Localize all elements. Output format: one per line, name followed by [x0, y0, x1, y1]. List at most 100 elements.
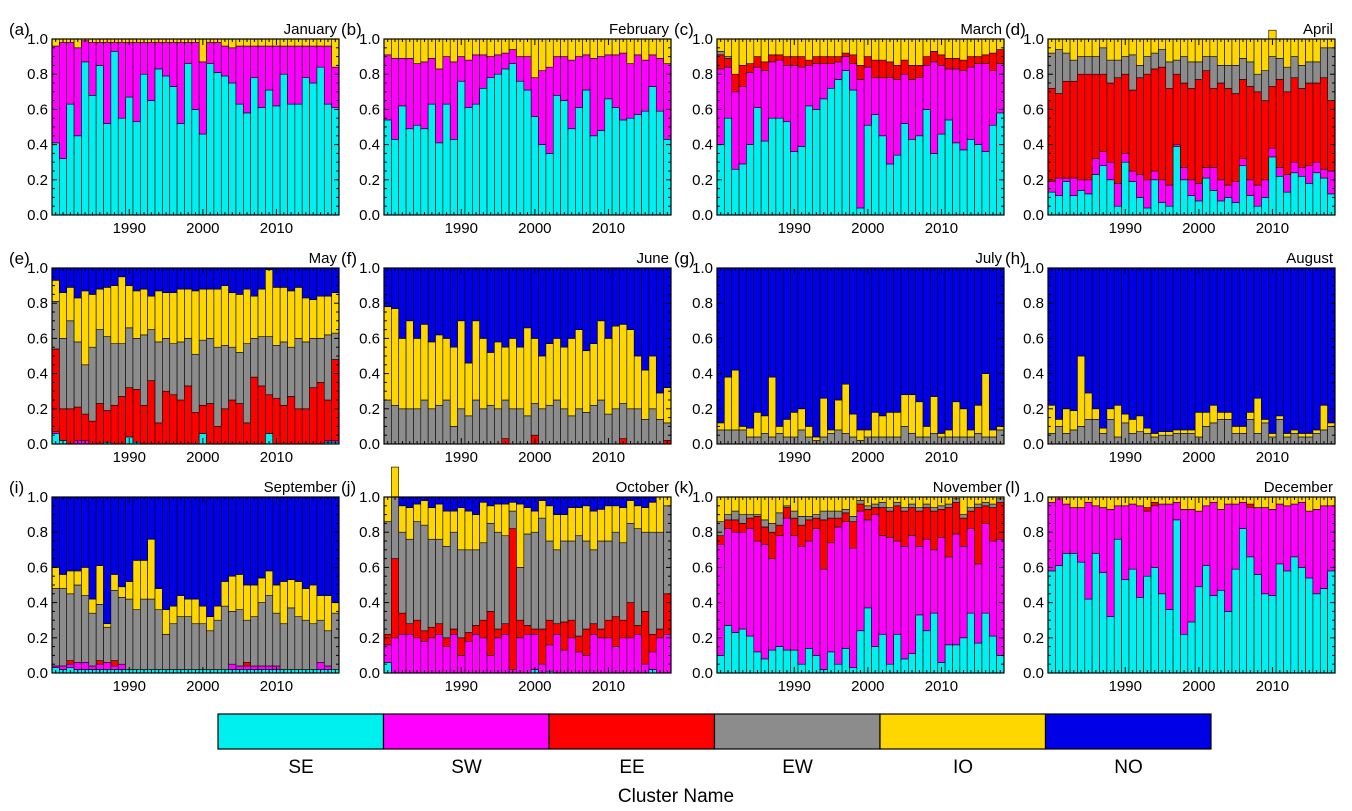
bar-ee-1996	[1165, 87, 1174, 186]
bar-io-1982	[66, 570, 75, 595]
y-tick-label: 0.8	[692, 524, 713, 541]
bar-ee-2015	[641, 611, 650, 665]
bar-sw-1994	[1150, 170, 1159, 181]
bar-sw-1997	[841, 521, 850, 649]
bar-io-2005	[235, 574, 244, 610]
bar-ew-2015	[309, 623, 318, 670]
bar-io-1986	[760, 38, 769, 63]
bar-io-2005	[900, 394, 909, 427]
bar-ew-1999	[856, 500, 865, 505]
bar-ee-2012	[619, 619, 628, 639]
bar-se-2014	[301, 77, 310, 216]
bar-ew-1982	[1062, 52, 1071, 82]
bar-sw-2016	[981, 63, 990, 152]
bar-io-1991	[464, 362, 473, 417]
bar-ee-1989	[782, 56, 791, 66]
bar-ee-2001	[206, 403, 215, 445]
bar-io-2015	[309, 299, 318, 339]
bar-ee-1997	[508, 528, 517, 670]
bar-ee-2014	[966, 510, 975, 529]
bar-ee-1987	[435, 623, 444, 635]
bar-no-2009	[265, 496, 274, 572]
bar-se-1982	[731, 168, 740, 216]
bar-se-1994	[486, 77, 495, 216]
bar-sw-1982	[398, 633, 407, 674]
bar-no-2006	[243, 496, 251, 586]
bar-no-1988	[1106, 267, 1115, 410]
bar-sw-1993	[147, 42, 156, 101]
bar-io-1989	[449, 38, 458, 63]
bar-ee-2013	[294, 408, 303, 445]
x-tick-label: 1990	[1109, 678, 1142, 695]
y-tick-label: 1.0	[1023, 31, 1044, 48]
bar-no-1993	[1143, 267, 1152, 429]
bar-ew-1983	[738, 514, 747, 524]
bar-ew-2004	[893, 501, 902, 507]
bar-ee-1987	[768, 54, 777, 63]
bar-sw-2011	[1275, 167, 1284, 177]
bar-io-2008	[257, 577, 266, 603]
bar-no-1992	[472, 267, 480, 322]
y-tick-label: 0.8	[359, 295, 380, 312]
bar-no-1985	[88, 267, 97, 295]
bar-ee-2000	[863, 56, 872, 68]
bar-no-1987	[435, 267, 444, 336]
bar-se-1995	[827, 651, 836, 674]
bar-ee-2002	[878, 59, 887, 79]
bar-sw-2014	[966, 66, 975, 140]
bar-ew-1984	[81, 595, 90, 663]
bar-no-2014	[1297, 267, 1306, 434]
bar-ew-2001	[538, 517, 547, 630]
bar-sw-2002	[1209, 167, 1218, 191]
bar-io-2005	[567, 38, 576, 61]
bar-io-1981	[724, 376, 733, 431]
bar-no-1980	[1047, 267, 1056, 406]
bar-se-1988	[442, 103, 451, 216]
bar-se-2009	[1261, 593, 1270, 674]
bar-sw-2018	[1327, 505, 1336, 572]
bar-ee-1980	[383, 633, 392, 646]
bar-ew-1980	[383, 521, 392, 635]
bar-io-1998	[516, 346, 525, 410]
bar-io-1985	[420, 324, 429, 401]
bar-ee-2009	[597, 628, 606, 639]
bar-se-2015	[309, 82, 318, 216]
bar-sw-2013	[1290, 161, 1299, 174]
bar-io-1995	[162, 609, 171, 635]
bar-ew-2007	[582, 412, 591, 445]
bar-se-1982	[1062, 181, 1071, 216]
bar-io-1996	[169, 292, 178, 344]
bar-ew-1993	[812, 514, 821, 519]
bar-ew-2013	[294, 338, 303, 410]
bar-ew-2007	[250, 338, 259, 378]
bar-ew-2003	[1216, 65, 1225, 84]
bar-sw-2010	[272, 45, 281, 107]
bar-io-2002	[213, 288, 222, 348]
bar-sw-2018	[663, 63, 672, 140]
bar-io-1987	[435, 503, 444, 540]
panel-tag: (g)	[674, 249, 695, 268]
bar-no-1997	[841, 267, 850, 385]
x-tick-label: 2000	[518, 449, 551, 466]
bar-ee-1986	[760, 526, 769, 545]
bar-sw-2006	[575, 56, 583, 108]
bar-ew-1995	[1158, 49, 1167, 68]
bar-io-1983	[1069, 38, 1078, 61]
bar-ew-2009	[1261, 422, 1270, 445]
bar-io-2013	[294, 581, 303, 617]
bar-no-2010	[604, 267, 613, 339]
bar-sw-1989	[117, 42, 126, 119]
y-tick-label: 0.4	[359, 137, 380, 154]
bar-no-2009	[930, 267, 939, 397]
x-tick-label: 1990	[778, 220, 811, 237]
bar-se-2008	[922, 109, 931, 216]
bar-no-1981	[59, 267, 68, 293]
bar-no-1990	[457, 267, 466, 322]
bar-ew-2009	[265, 595, 274, 667]
bar-io-2006	[575, 329, 583, 410]
x-tick-label: 2010	[1256, 220, 1289, 237]
bar-io-1999	[191, 598, 200, 625]
bar-se-1987	[1099, 572, 1108, 674]
bar-io-2003	[552, 338, 561, 401]
